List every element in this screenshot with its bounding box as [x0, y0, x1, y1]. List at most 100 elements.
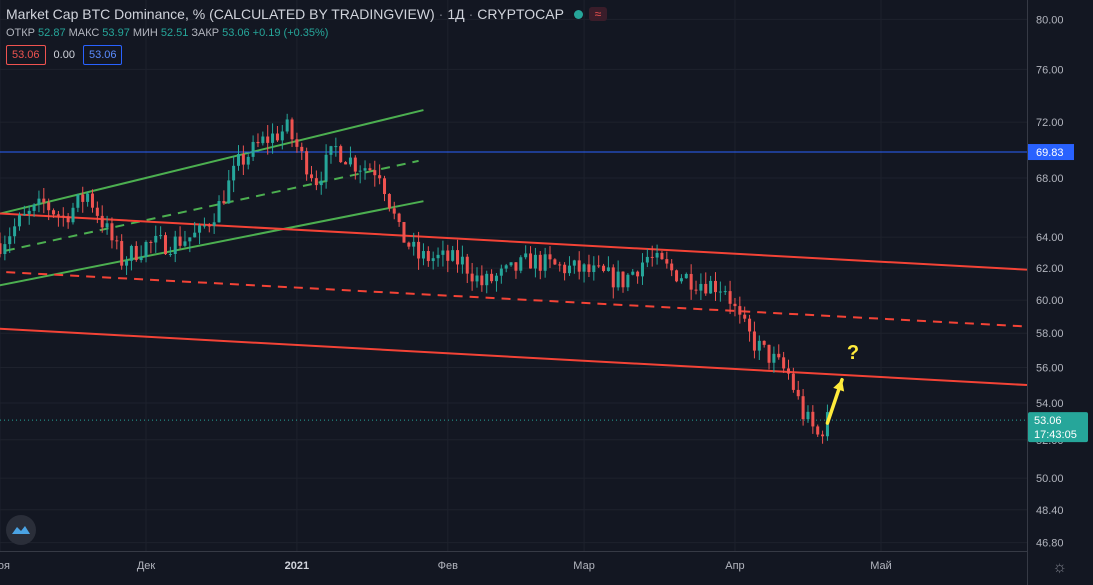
candle-body [76, 194, 80, 208]
annotations: ? [825, 342, 859, 425]
candle-body [412, 241, 416, 247]
candle-body [446, 250, 450, 261]
candle-body [271, 133, 275, 143]
candle-body [801, 396, 805, 420]
candle-body [193, 232, 197, 238]
current-price-tag [1028, 412, 1088, 443]
candle-body [475, 275, 479, 282]
candle-body [47, 202, 51, 211]
candle-body [81, 194, 85, 202]
candle-body [529, 253, 533, 269]
low-value: 52.51 [160, 27, 189, 39]
tradingview-logo-icon[interactable] [6, 515, 36, 545]
price-tick-label: 64.00 [1036, 232, 1064, 244]
spread-badge: 0.00 [53, 49, 75, 61]
candle-body [149, 241, 153, 243]
candle-body [709, 280, 713, 294]
candle-body [290, 119, 294, 140]
candle-body [665, 259, 669, 264]
candle-body [684, 273, 688, 279]
candle-body [718, 291, 722, 293]
trend-line-green-solid [0, 109, 424, 215]
chart-header: Market Cap BTC Dominance, % (CALCULATED … [6, 6, 607, 65]
candle-body [679, 278, 683, 282]
wave-icon[interactable]: ≈ [588, 7, 607, 21]
time-tick-label: Ноя [0, 560, 10, 572]
candle-body [37, 198, 41, 205]
candle-body [567, 265, 571, 274]
candle-body [572, 260, 576, 266]
price-tick-label: 58.00 [1036, 328, 1064, 340]
symbol-title[interactable]: Market Cap BTC Dominance, % (CALCULATED … [6, 6, 435, 22]
candle-body [3, 244, 7, 255]
candle-body [538, 254, 542, 271]
candle-body [563, 264, 567, 274]
candle-body [558, 264, 562, 266]
trend-line-red-solid [0, 327, 1028, 387]
candle-body [334, 146, 338, 148]
candle-body [762, 340, 766, 345]
candle-body [713, 280, 718, 293]
ask-badge[interactable]: 53.06 [82, 45, 123, 65]
candle-body [353, 157, 357, 172]
candle-body [602, 265, 606, 271]
trend-line-green-solid [0, 200, 424, 287]
time-tick-label: Фев [438, 560, 458, 572]
candle-body [504, 265, 508, 269]
candle-body [110, 223, 114, 241]
price-tick-label: 46.80 [1036, 538, 1064, 550]
candle-body [212, 222, 216, 226]
candles-series [0, 113, 829, 444]
candle-body [22, 213, 26, 216]
candle-body [816, 426, 820, 435]
candle-body [232, 165, 236, 181]
candle-body [553, 259, 557, 265]
interval-label[interactable]: 1Д [447, 6, 465, 22]
candle-body [241, 153, 245, 165]
title-separator: · [438, 6, 444, 22]
candle-body [407, 242, 411, 247]
candle-body [280, 131, 284, 141]
candle-body [441, 250, 445, 255]
price-tick-label: 80.00 [1036, 14, 1064, 26]
ohlc-values: ОТКР 52.87 МАКС 53.97 МИН 52.51 ЗАКР 53.06 +… [6, 27, 607, 39]
candle-body [95, 207, 99, 216]
gear-icon[interactable]: ☼ [1052, 559, 1067, 576]
candle-body [670, 263, 674, 271]
bid-badge[interactable]: 53.06 [6, 45, 46, 65]
candle-body [392, 208, 396, 214]
exchange-label: CRYPTOCAP [477, 6, 564, 22]
candle-body [767, 344, 771, 363]
candle-body [485, 273, 489, 286]
price-tick-label: 72.00 [1036, 117, 1064, 129]
candle-body [533, 254, 537, 269]
candle-body [202, 225, 206, 227]
candle-body [134, 245, 138, 261]
candle-body [796, 389, 800, 397]
candle-body [660, 252, 664, 260]
price-tick-label: 60.00 [1036, 295, 1064, 307]
candle-body [387, 194, 391, 209]
candle-body [417, 241, 421, 259]
candle-body [139, 256, 143, 261]
candle-body [621, 271, 625, 288]
candle-body [144, 241, 148, 257]
candle-body [222, 201, 226, 204]
trend-line-red-dashed [0, 270, 1028, 328]
time-tick-label: Мар [573, 560, 595, 572]
candle-body [42, 198, 46, 203]
candle-body [105, 223, 109, 228]
candle-body [309, 174, 314, 179]
candle-body [178, 236, 182, 246]
candle-body [344, 162, 348, 165]
candle-body [757, 340, 761, 351]
candle-body [173, 236, 177, 255]
candle-body [373, 170, 377, 176]
arrow-head [833, 379, 845, 392]
time-tick-label: 2021 [285, 560, 309, 572]
change-value: +0.19 (+0.35%) [252, 27, 329, 39]
time-tick-label: Дек [137, 560, 156, 572]
candle-body [490, 273, 494, 282]
candle-body [183, 241, 187, 246]
